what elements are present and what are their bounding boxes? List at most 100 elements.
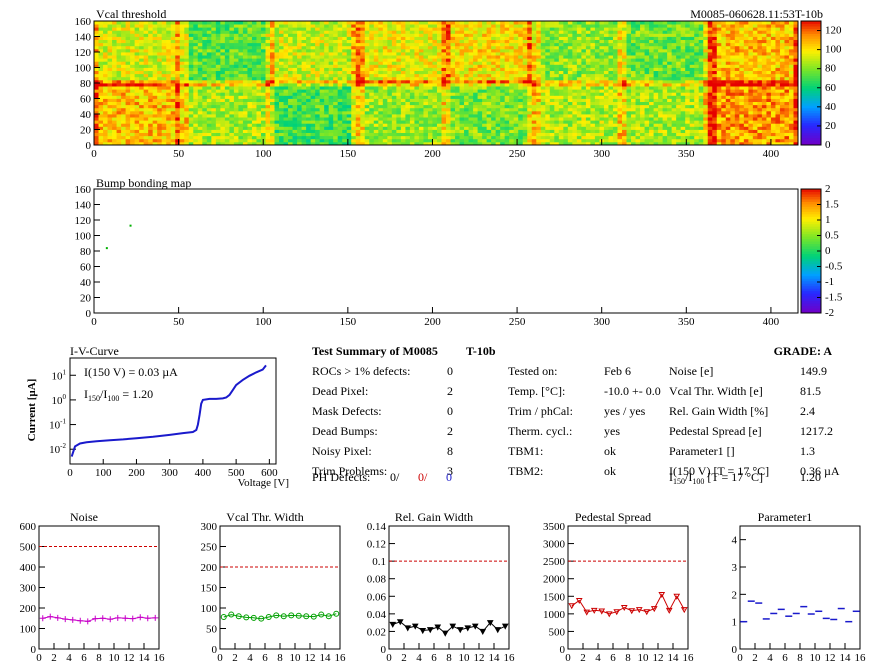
vcal-cell — [175, 141, 181, 146]
vcal-cell — [256, 73, 262, 78]
vcal-cell — [694, 101, 700, 106]
vcal-cell — [297, 76, 302, 81]
vcal-cell — [238, 95, 244, 99]
vcal-cell — [775, 64, 781, 68]
vcal-cell — [446, 95, 451, 99]
vcal-cell — [197, 120, 203, 124]
vcal-cell — [130, 76, 136, 81]
vcal-cell — [387, 64, 393, 68]
vcal-cell — [251, 64, 257, 68]
vcal-cell — [242, 89, 248, 93]
vcal-cell — [671, 95, 677, 99]
vcal-cell — [707, 64, 713, 68]
vcal-cell — [414, 138, 420, 143]
vcal-cell — [355, 114, 361, 118]
vcal-cell — [170, 89, 176, 93]
vcal-cell — [125, 89, 131, 93]
vcal-cell — [206, 101, 212, 106]
vcal-cell — [703, 73, 709, 78]
vcal-cell — [315, 55, 321, 59]
vcal-cell — [599, 114, 605, 118]
vcal-cell — [202, 98, 208, 102]
vcal-cell — [423, 76, 429, 81]
vcal-cell — [112, 98, 117, 102]
vcal-cell — [125, 67, 131, 71]
vcal-cell — [265, 98, 271, 102]
vcal-cell — [793, 67, 799, 71]
vcal-cell — [482, 64, 488, 68]
vcal-cell — [536, 48, 542, 53]
vcal-cell — [297, 129, 302, 133]
vcal-cell — [184, 76, 190, 81]
vcal-cell — [662, 70, 668, 75]
vcal-cell — [662, 135, 668, 140]
vcal-cell — [631, 98, 636, 102]
vcal-cell — [373, 55, 379, 59]
vcal-cell — [522, 126, 528, 130]
vcal-cell — [540, 61, 546, 65]
vcal-cell — [752, 101, 758, 106]
vcal-cell — [752, 107, 758, 112]
vcal-cell — [333, 123, 339, 127]
vcal-cell — [161, 138, 167, 143]
vcal-cell — [251, 138, 257, 143]
vcal-cell — [694, 89, 700, 93]
vcal-cell — [247, 120, 253, 124]
vcal-cell — [581, 114, 587, 118]
vcal-cell — [116, 70, 122, 75]
vcal-cell — [310, 95, 316, 99]
vcal-cell — [400, 120, 406, 124]
vcal-cell — [346, 114, 352, 118]
vcal-cell — [170, 126, 176, 130]
vcal-cell — [770, 83, 776, 87]
vcal-cell — [188, 45, 194, 50]
vcal-cell — [134, 95, 140, 99]
vcal-cell — [306, 73, 312, 78]
vcal-cell — [211, 61, 217, 65]
vcal-cell — [116, 120, 122, 124]
vcal-cell — [572, 95, 578, 99]
vcal-cell — [689, 110, 695, 115]
vcal-cell — [297, 138, 302, 143]
vcal-cell — [306, 45, 312, 50]
vcal-cell — [288, 58, 293, 62]
vcal-cell — [324, 89, 330, 93]
vcal-cell — [599, 126, 605, 130]
vcal-cell — [725, 120, 731, 124]
vcal-cell — [391, 101, 397, 106]
vcal-cell — [757, 110, 763, 115]
vcal-cell — [509, 64, 515, 68]
vcal-cell — [734, 45, 740, 50]
vcal-cell — [211, 107, 217, 112]
vcal-cell — [617, 117, 623, 121]
vcal-cell — [685, 132, 691, 137]
vcal-cell — [667, 114, 673, 118]
vcal-cell — [513, 138, 519, 143]
vcal-cell — [143, 79, 149, 84]
vcal-cell — [391, 73, 397, 78]
vcal-cell — [148, 52, 154, 56]
vcal-cell — [554, 101, 560, 106]
vcal-cell — [590, 86, 596, 90]
vcal-cell — [319, 76, 325, 81]
vcal-cell — [387, 55, 393, 59]
vcal-cell — [251, 86, 257, 90]
vcal-cell — [315, 79, 321, 84]
vcal-cell — [152, 52, 158, 56]
vcal-cell — [260, 86, 266, 90]
vcal-cell — [324, 107, 330, 112]
vcal-cell — [725, 132, 731, 137]
vcal-cell — [274, 92, 280, 96]
vcal-cell — [229, 117, 235, 121]
vcal-cell — [518, 126, 524, 130]
vcal-cell — [631, 58, 636, 62]
vcal-cell — [703, 117, 709, 121]
vcal-cell — [617, 61, 623, 65]
vcal-cell — [188, 117, 194, 121]
vcal-cell — [94, 42, 99, 47]
vcal-cell — [590, 45, 596, 50]
vcal-cell — [464, 64, 469, 68]
vcal-cell — [558, 52, 564, 56]
vcal-cell — [527, 110, 533, 115]
vcal-cell — [748, 45, 754, 50]
